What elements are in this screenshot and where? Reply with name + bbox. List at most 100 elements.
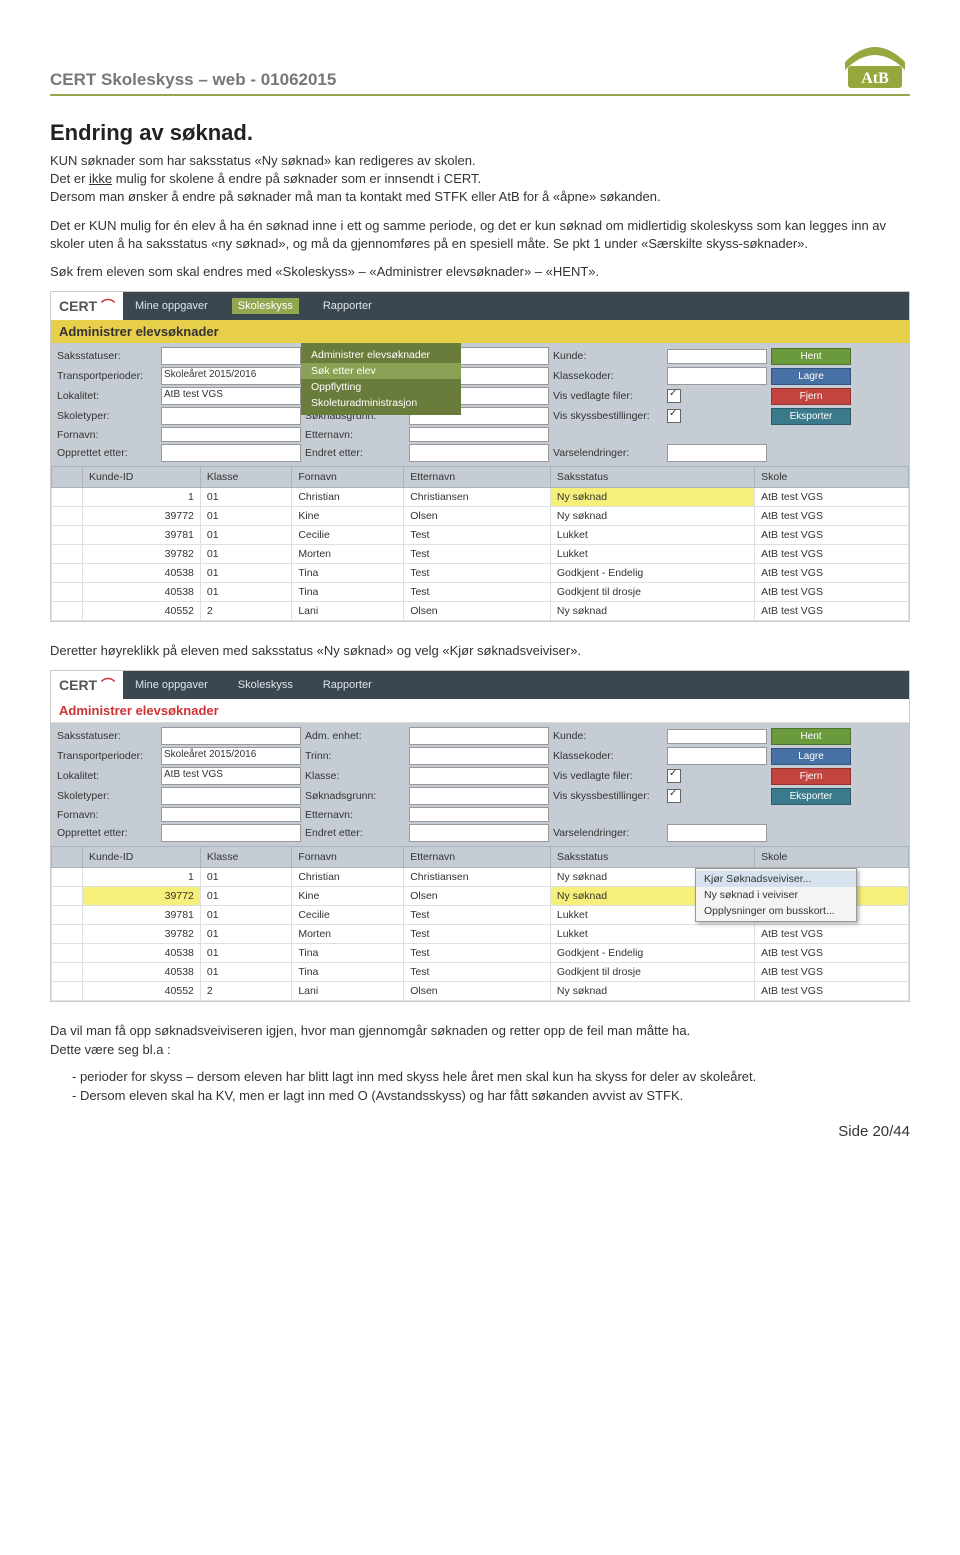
- table-cell: Kine: [292, 507, 404, 526]
- table-cell: AtB test VGS: [755, 545, 909, 564]
- table-cell: 40552: [83, 602, 201, 621]
- filter-dd[interactable]: [161, 444, 301, 462]
- filter-dd[interactable]: [409, 727, 549, 745]
- filter-label: Transportperioder:: [57, 370, 157, 382]
- filter-dd[interactable]: [667, 824, 767, 842]
- filter-dd[interactable]: [409, 787, 549, 805]
- filter-dd[interactable]: AtB test VGS: [161, 767, 301, 785]
- page-footer: Side 20/44: [50, 1123, 910, 1140]
- text-underline: ikke: [89, 171, 112, 186]
- table-cell: [52, 507, 83, 526]
- dropdown-item[interactable]: Skoleturadministrasjon: [301, 395, 461, 411]
- lagre-button[interactable]: Lagre: [771, 748, 851, 765]
- checkbox[interactable]: [667, 789, 681, 803]
- filter-dd[interactable]: [161, 787, 301, 805]
- filter-dd[interactable]: [409, 444, 549, 462]
- table-row[interactable]: 4053801TinaTestGodkjent til drosjeAtB te…: [52, 583, 909, 602]
- col-header[interactable]: Skole: [755, 847, 909, 868]
- nav-tab-active[interactable]: Skoleskyss: [232, 298, 299, 314]
- table-cell: AtB test VGS: [755, 925, 909, 944]
- col-header[interactable]: Klasse: [200, 847, 291, 868]
- skoleskyss-dropdown[interactable]: Administrer elevsøknader Søk etter elev …: [301, 343, 461, 415]
- filter-dd[interactable]: Skoleåret 2015/2016: [161, 367, 301, 385]
- fornavn-input[interactable]: [161, 427, 301, 442]
- table-cell: 40538: [83, 963, 201, 982]
- col-header[interactable]: Klasse: [200, 467, 291, 488]
- nav-tab[interactable]: Skoleskyss: [232, 677, 299, 693]
- nav-tab[interactable]: Mine oppgaver: [129, 677, 214, 693]
- filter-dd[interactable]: [667, 444, 767, 462]
- table-cell: Godkjent til drosje: [550, 583, 754, 602]
- table-row[interactable]: 101ChristianChristiansenNy søknadAtB tes…: [52, 488, 909, 507]
- ctx-item[interactable]: Opplysninger om busskort...: [696, 903, 856, 919]
- table-row[interactable]: 3978201MortenTestLukketAtB test VGS: [52, 545, 909, 564]
- col-header[interactable]: Fornavn: [292, 467, 404, 488]
- kunde-input[interactable]: [667, 729, 767, 744]
- col-header[interactable]: Saksstatus: [550, 467, 754, 488]
- checkbox[interactable]: [667, 409, 681, 423]
- filter-dd[interactable]: [161, 727, 301, 745]
- col-header[interactable]: Kunde-ID: [83, 467, 201, 488]
- table-row[interactable]: 3977201KineOlsenNy søknadAtB test VGS: [52, 507, 909, 526]
- filter-dd[interactable]: [409, 824, 549, 842]
- list-item: perioder for skyss – dersom eleven har b…: [72, 1069, 910, 1084]
- checkbox[interactable]: [667, 769, 681, 783]
- col-header[interactable]: Kunde-ID: [83, 847, 201, 868]
- table-cell: [52, 564, 83, 583]
- checkbox[interactable]: [667, 389, 681, 403]
- nav-tab[interactable]: Mine oppgaver: [129, 298, 214, 314]
- table-cell: 01: [200, 507, 291, 526]
- filter-dd[interactable]: [409, 747, 549, 765]
- col-header[interactable]: Etternavn: [404, 847, 551, 868]
- table-cell: AtB test VGS: [755, 944, 909, 963]
- ctx-item[interactable]: Ny søknad i veiviser: [696, 887, 856, 903]
- dropdown-item[interactable]: Søk etter elev: [301, 363, 461, 379]
- etternavn-input[interactable]: [409, 427, 549, 442]
- dropdown-item[interactable]: Oppflytting: [301, 379, 461, 395]
- fjern-button[interactable]: Fjern: [771, 388, 851, 405]
- fornavn-input[interactable]: [161, 807, 301, 822]
- eksporter-button[interactable]: Eksporter: [771, 408, 851, 425]
- filter-dd[interactable]: [161, 347, 301, 365]
- kunde-input[interactable]: [667, 349, 767, 364]
- table-cell: Christiansen: [404, 868, 551, 887]
- table-cell: [52, 602, 83, 621]
- table-cell: [52, 488, 83, 507]
- filter-dd[interactable]: AtB test VGS: [161, 387, 301, 405]
- table-row[interactable]: 4053801TinaTestGodkjent - EndeligAtB tes…: [52, 944, 909, 963]
- table-row[interactable]: 3978201MortenTestLukketAtB test VGS: [52, 925, 909, 944]
- col-header[interactable]: Skole: [755, 467, 909, 488]
- cert-logo: CERT ⌒: [51, 671, 123, 699]
- table-cell: Cecilie: [292, 526, 404, 545]
- eksporter-button[interactable]: Eksporter: [771, 788, 851, 805]
- context-menu[interactable]: Kjør Søknadsveiviser... Ny søknad i veiv…: [695, 868, 857, 922]
- ctx-item[interactable]: Kjør Søknadsveiviser...: [696, 871, 856, 887]
- table-row[interactable]: 405522LaniOlsenNy søknadAtB test VGS: [52, 602, 909, 621]
- table-row[interactable]: 405522LaniOlsenNy søknadAtB test VGS: [52, 982, 909, 1001]
- hent-button[interactable]: Hent: [771, 728, 851, 745]
- table-row[interactable]: 4053801TinaTestGodkjent - EndeligAtB tes…: [52, 564, 909, 583]
- table-cell: Lani: [292, 982, 404, 1001]
- filter-dd[interactable]: [161, 824, 301, 842]
- table-row[interactable]: 3978101CecilieTestLukketAtB test VGS: [52, 526, 909, 545]
- table-cell: Tina: [292, 963, 404, 982]
- nav-tab[interactable]: Rapporter: [317, 298, 378, 314]
- filter-dd[interactable]: [667, 747, 767, 765]
- etternavn-input[interactable]: [409, 807, 549, 822]
- fjern-button[interactable]: Fjern: [771, 768, 851, 785]
- filter-dd[interactable]: [667, 367, 767, 385]
- lagre-button[interactable]: Lagre: [771, 368, 851, 385]
- col-header[interactable]: Saksstatus: [550, 847, 754, 868]
- table-cell: Morten: [292, 545, 404, 564]
- table-cell: Test: [404, 963, 551, 982]
- hent-button[interactable]: Hent: [771, 348, 851, 365]
- col-header[interactable]: Fornavn: [292, 847, 404, 868]
- filter-dd[interactable]: Skoleåret 2015/2016: [161, 747, 301, 765]
- table-row[interactable]: 4053801TinaTestGodkjent til drosjeAtB te…: [52, 963, 909, 982]
- filter-dd[interactable]: [161, 407, 301, 425]
- col-header[interactable]: Etternavn: [404, 467, 551, 488]
- nav-tab[interactable]: Rapporter: [317, 677, 378, 693]
- filter-dd[interactable]: [409, 767, 549, 785]
- filter-label: Varselendringer:: [553, 827, 663, 839]
- text: Dette være seg bl.a :: [50, 1042, 171, 1057]
